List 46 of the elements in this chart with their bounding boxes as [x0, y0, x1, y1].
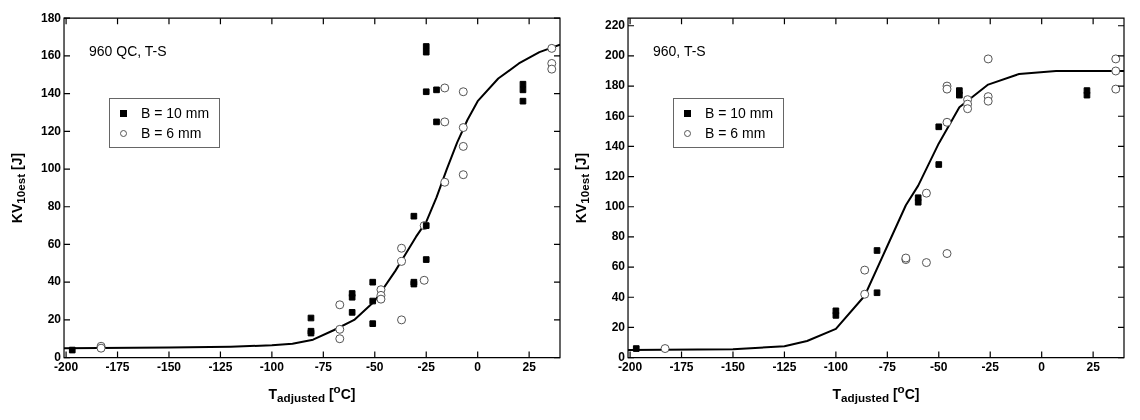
y-tick-label: 100 [604, 199, 626, 214]
legend-label: B = 6 mm [141, 124, 202, 144]
x-tick-label: -175 [105, 360, 130, 375]
y-tick-label: 180 [604, 78, 626, 93]
y-tick-label: 80 [611, 229, 626, 244]
x-axis-title: T$_{adjusted}$ [$^{o}$C] [268, 382, 356, 405]
y-tick-label: 60 [47, 236, 62, 251]
x-tick-label: -75 [878, 360, 897, 375]
x-tick-label: 25 [1086, 360, 1101, 375]
y-tick-label: 140 [604, 138, 626, 153]
x-tick-label: -25 [981, 360, 1000, 375]
x-tick-label: -150 [156, 360, 182, 375]
x-tick-label: -125 [772, 360, 797, 375]
y-tick-label: 160 [40, 48, 62, 63]
y-tick-label: 60 [611, 259, 626, 274]
x-tick-label: -125 [208, 360, 233, 375]
y-tick-label: 40 [611, 289, 626, 304]
y-tick-label: 200 [604, 48, 626, 63]
x-tick-label: 25 [522, 360, 537, 375]
y-tick-label: 140 [40, 85, 62, 100]
x-axis-title: T$_{adjusted}$ [$^{o}$C] [832, 382, 920, 405]
legend-label: B = 10 mm [705, 104, 774, 124]
x-tick-label: -50 [366, 360, 384, 375]
y-tick-label: 20 [611, 319, 626, 334]
x-tick-label: 0 [1038, 360, 1046, 375]
legend-label: B = 6 mm [705, 124, 766, 144]
x-tick-label: 0 [474, 360, 482, 375]
x-tick-label: -75 [314, 360, 333, 375]
y-tick-label: 120 [40, 123, 62, 138]
y-tick-label: 100 [40, 161, 62, 176]
x-tick-label: -150 [720, 360, 746, 375]
x-tick-label: -100 [259, 360, 285, 375]
y-tick-label: 220 [604, 18, 626, 33]
annotation: 960 QC, T-S [89, 43, 167, 60]
y-tick-label: 120 [604, 168, 626, 183]
x-tick-label: -25 [417, 360, 436, 375]
annotation: 960, T-S [653, 43, 706, 60]
x-tick-label: -50 [930, 360, 948, 375]
y-tick-label: 40 [47, 274, 62, 289]
legend-label: B = 10 mm [141, 104, 210, 124]
y-tick-label: 20 [47, 312, 62, 327]
y-tick-label: 160 [604, 108, 626, 123]
x-tick-label: -100 [823, 360, 849, 375]
y-tick-label: 180 [40, 10, 62, 25]
y-tick-label: 80 [47, 199, 62, 214]
x-tick-label: -175 [669, 360, 694, 375]
